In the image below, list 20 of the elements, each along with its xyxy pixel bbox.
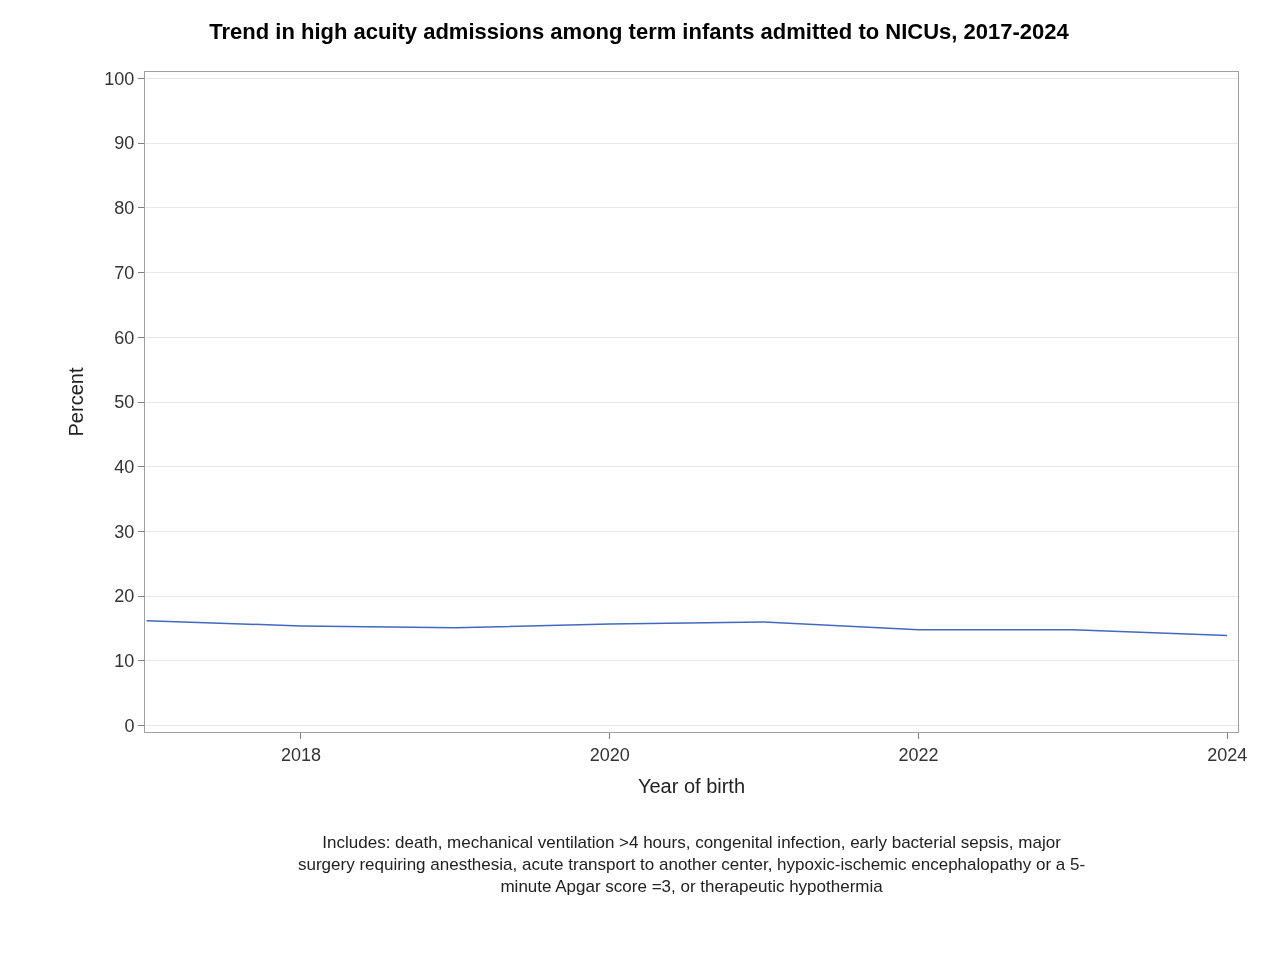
y-tick-label: 50 <box>114 392 135 413</box>
y-tick-label: 10 <box>114 651 135 672</box>
line-series <box>145 619 1228 637</box>
y-tick-label: 20 <box>114 586 135 607</box>
y-tick-label: 0 <box>124 715 135 736</box>
x-tick-label: 2022 <box>898 744 939 765</box>
y-tick-label: 90 <box>114 133 135 154</box>
y-tick-label: 70 <box>114 262 135 283</box>
y-tick-label: 40 <box>114 457 135 478</box>
x-tick-label: 2018 <box>280 744 321 765</box>
y-axis-title: Percent <box>64 367 87 437</box>
chart-title: Trend in high acuity admissions among term infants admitted to NICUs, 2017-2024 <box>209 19 1070 45</box>
x-tick-label: 2024 <box>1207 744 1248 765</box>
y-tick-label: 60 <box>114 327 135 348</box>
x-tick-label: 2020 <box>589 744 630 765</box>
text: Includes: death, mechanical ventilation >4 hours, congenital infection, early bacterial sepsis, major surgery requiring anesthesia, acute transport to another center, hypoxic-ischemic encephalopathy or a 5-minute Apgar score =3, or therapeutic hypothermia <box>298 833 1086 897</box>
y-tick-label: 100 <box>104 68 135 89</box>
y-tick-label: 80 <box>114 198 135 219</box>
x-axis-title: Year of birth <box>637 775 746 798</box>
y-tick-label: 30 <box>114 521 135 542</box>
